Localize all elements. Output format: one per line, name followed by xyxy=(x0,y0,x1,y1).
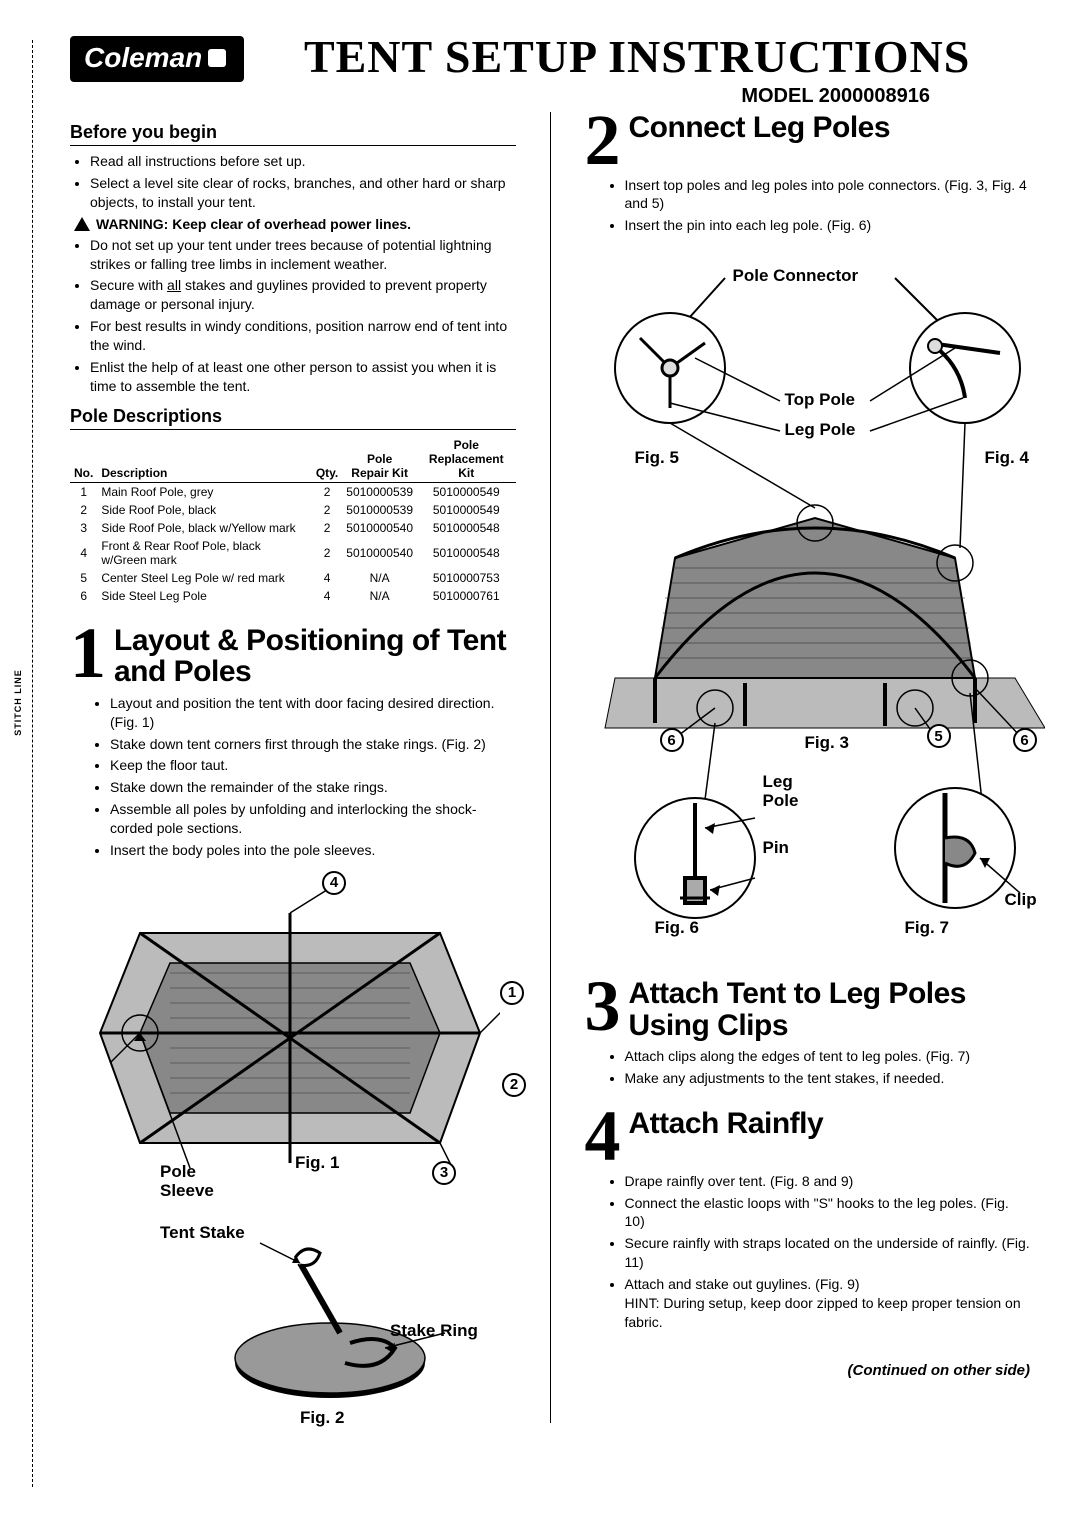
step-item: Drape rainfly over tent. (Fig. 8 and 9) xyxy=(625,1172,1031,1191)
step2-diagram xyxy=(585,238,1045,958)
fig1-diagram xyxy=(80,873,500,1193)
step2-figures: Pole Connector Top Pole Leg Pole Fig. 5 … xyxy=(585,238,1031,958)
before-list-b: Do not set up your tent under trees beca… xyxy=(70,236,516,396)
before-item: Do not set up your tent under trees beca… xyxy=(90,236,516,274)
before-item: For best results in windy conditions, po… xyxy=(90,317,516,355)
step-item: Attach clips along the edges of tent to … xyxy=(625,1047,1031,1066)
circled-4: 4 xyxy=(322,871,346,895)
circled-6: 6 xyxy=(1013,728,1037,752)
column-divider xyxy=(550,112,551,1423)
table-row: 2Side Roof Pole, black250100005395010000… xyxy=(70,501,516,519)
col-repair: PoleRepair Kit xyxy=(342,436,417,483)
step-number: 2 xyxy=(585,112,621,170)
pin-label: Pin xyxy=(763,838,789,858)
step-item: Stake down the remainder of the stake ri… xyxy=(110,778,516,797)
leg-pole-label-2: LegPole xyxy=(763,773,799,810)
pole-connector-label: Pole Connector xyxy=(733,266,859,286)
before-heading: Before you begin xyxy=(70,122,516,146)
header: Coleman TENT SETUP INSTRUCTIONS MODEL 20… xyxy=(70,30,1030,108)
warning-icon xyxy=(74,217,90,231)
step-item: Layout and position the tent with door f… xyxy=(110,694,516,732)
col-qty: Qty. xyxy=(312,436,342,483)
clip-label: Clip xyxy=(1005,890,1037,910)
step-item: Attach and stake out guylines. (Fig. 9) … xyxy=(625,1275,1031,1332)
fig3-label: Fig. 3 xyxy=(805,733,849,753)
step-item: Keep the floor taut. xyxy=(110,756,516,775)
circled-2: 2 xyxy=(502,1073,526,1097)
circled-6: 6 xyxy=(660,728,684,752)
fig7-label: Fig. 7 xyxy=(905,918,949,938)
poles-table: No. Description Qty. PoleRepair Kit Pole… xyxy=(70,436,516,605)
step2-list: Insert top poles and leg poles into pole… xyxy=(585,176,1031,236)
table-row: 4Front & Rear Roof Pole, black w/Green m… xyxy=(70,537,516,569)
step-4: 4 Attach Rainfly xyxy=(585,1108,1031,1166)
step-item: Insert the pin into each leg pole. (Fig.… xyxy=(625,216,1031,235)
fig1-label: Fig. 1 xyxy=(295,1153,339,1173)
step-item: Stake down tent corners first through th… xyxy=(110,735,516,754)
circled-1: 1 xyxy=(500,981,524,1005)
step-number: 3 xyxy=(585,978,621,1036)
step1-list: Layout and position the tent with door f… xyxy=(70,694,516,860)
pole-sleeve-label: PoleSleeve xyxy=(160,1163,214,1200)
step-number: 1 xyxy=(70,625,106,683)
before-item: Read all instructions before set up. xyxy=(90,152,516,171)
step-1: 1 Layout & Positioning of Tent and Poles xyxy=(70,625,516,688)
col-desc: Description xyxy=(97,436,311,483)
table-row: 1Main Roof Pole, grey2501000053950100005… xyxy=(70,482,516,501)
warning-line: WARNING: Keep clear of overhead power li… xyxy=(74,216,516,232)
step-item: Insert the body poles into the pole slee… xyxy=(110,841,516,860)
before-item: Secure with all stakes and guylines prov… xyxy=(90,276,516,314)
step-2: 2 Connect Leg Poles xyxy=(585,112,1031,170)
tent-stake-label: Tent Stake xyxy=(160,1223,245,1243)
step-title: Layout & Positioning of Tent and Poles xyxy=(70,625,516,688)
col-no: No. xyxy=(70,436,97,483)
before-item: Select a level site clear of rocks, bran… xyxy=(90,174,516,212)
step4-list: Drape rainfly over tent. (Fig. 8 and 9) … xyxy=(585,1172,1031,1332)
fig2-label: Fig. 2 xyxy=(300,1408,344,1428)
fig4-label: Fig. 4 xyxy=(985,448,1029,468)
col-repl: PoleReplacement Kit xyxy=(417,436,515,483)
step3-list: Attach clips along the edges of tent to … xyxy=(585,1047,1031,1088)
stitch-line xyxy=(32,40,33,1487)
top-pole-label: Top Pole xyxy=(785,390,856,410)
poles-heading: Pole Descriptions xyxy=(70,406,516,430)
left-column: Before you begin Read all instructions b… xyxy=(70,112,516,1423)
fig6-label: Fig. 6 xyxy=(655,918,699,938)
fig5-label: Fig. 5 xyxy=(635,448,679,468)
fig2-diagram xyxy=(200,1223,460,1413)
stake-ring-label: Stake Ring xyxy=(390,1321,478,1341)
before-list-a: Read all instructions before set up. Sel… xyxy=(70,152,516,212)
warning-text: WARNING: Keep clear of overhead power li… xyxy=(96,216,411,232)
step-title: Attach Rainfly xyxy=(585,1108,1031,1140)
step-item: Connect the elastic loops with "S" hooks… xyxy=(625,1194,1031,1232)
brand-logo: Coleman xyxy=(70,36,244,82)
table-row: 3Side Roof Pole, black w/Yellow mark2501… xyxy=(70,519,516,537)
fig1-fig2-area: 4 1 2 3 Fig. 1 PoleSleeve xyxy=(70,863,516,1423)
step-item: Make any adjustments to the tent stakes,… xyxy=(625,1069,1031,1088)
step-number: 4 xyxy=(585,1108,621,1166)
before-item: Enlist the help of at least one other pe… xyxy=(90,358,516,396)
stitch-label: STITCH LINE xyxy=(13,669,23,736)
table-row: 5Center Steel Leg Pole w/ red mark4N/A50… xyxy=(70,569,516,587)
lamp-icon xyxy=(208,49,226,67)
logo-text: Coleman xyxy=(84,42,202,74)
step-title: Attach Tent to Leg Poles Using Clips xyxy=(585,978,1031,1041)
leg-pole-label: Leg Pole xyxy=(785,420,856,440)
page-title: TENT SETUP INSTRUCTIONS xyxy=(244,30,1030,83)
step-item: Secure rainfly with straps located on th… xyxy=(625,1234,1031,1272)
step-item: Assemble all poles by unfolding and inte… xyxy=(110,800,516,838)
continued-note: (Continued on other side) xyxy=(585,1362,1031,1379)
step-title: Connect Leg Poles xyxy=(585,112,1031,144)
circled-3: 3 xyxy=(432,1161,456,1185)
circled-5: 5 xyxy=(927,724,951,748)
step-3: 3 Attach Tent to Leg Poles Using Clips xyxy=(585,978,1031,1041)
model-number: MODEL 2000008916 xyxy=(244,85,1030,108)
table-row: 6Side Steel Leg Pole4N/A5010000761 xyxy=(70,587,516,605)
right-column: 2 Connect Leg Poles Insert top poles and… xyxy=(585,112,1031,1423)
step-item: Insert top poles and leg poles into pole… xyxy=(625,176,1031,214)
